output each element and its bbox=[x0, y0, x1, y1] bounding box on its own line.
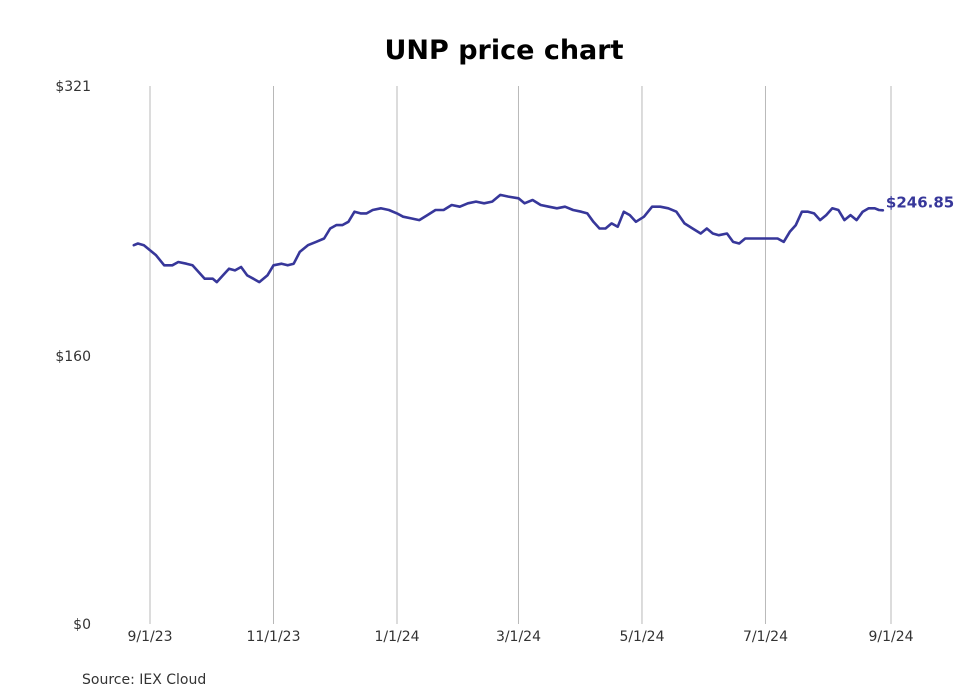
price-line bbox=[132, 193, 885, 284]
x-tick-label: 9/1/24 bbox=[868, 629, 913, 645]
y-tick-label: $321 bbox=[55, 79, 91, 95]
x-tick-label: 7/1/24 bbox=[743, 629, 788, 645]
x-tick-label: 5/1/24 bbox=[619, 629, 664, 645]
chart-title: UNP price chart bbox=[385, 35, 624, 66]
x-tick-label: 11/1/23 bbox=[247, 629, 301, 645]
x-tick-label: 3/1/24 bbox=[496, 629, 541, 645]
x-tick-label: 9/1/23 bbox=[127, 629, 172, 645]
y-axis: $0 $160 $321 bbox=[55, 79, 91, 633]
y-tick-label: $160 bbox=[55, 349, 91, 365]
x-tick-label: 1/1/24 bbox=[374, 629, 419, 645]
source-note: Source: IEX Cloud bbox=[82, 672, 206, 688]
vertical-gridlines bbox=[149, 86, 892, 624]
x-axis: 9/1/23 11/1/23 1/1/24 3/1/24 5/1/24 7/1/24 9/1… bbox=[127, 629, 913, 645]
y-tick-label: $0 bbox=[73, 617, 91, 633]
last-price-label: $246.85 bbox=[886, 193, 954, 211]
